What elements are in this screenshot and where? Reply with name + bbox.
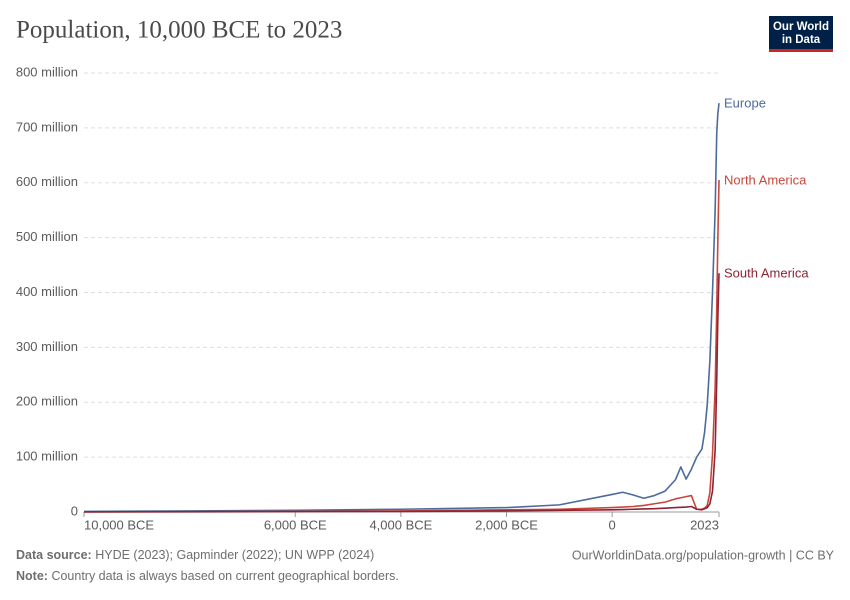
source-text: HYDE (2023); Gapminder (2022); UN WPP (2… bbox=[95, 548, 374, 562]
y-tick-label: 300 million bbox=[16, 339, 78, 354]
legend-label: South America bbox=[724, 266, 809, 281]
note-label: Note: bbox=[16, 569, 48, 583]
y-tick-label: 600 million bbox=[16, 174, 78, 189]
logo-strip bbox=[769, 49, 833, 52]
source-url[interactable]: OurWorldinData.org/population-growth | C… bbox=[572, 548, 835, 562]
x-tick-label: 0 bbox=[609, 517, 616, 532]
source: Data source: HYDE (2023); Gapminder (202… bbox=[16, 548, 374, 562]
x-tick-label: 10,000 BCE bbox=[84, 517, 154, 532]
y-tick-label: 0 bbox=[71, 503, 78, 518]
x-tick-label: 6,000 BCE bbox=[264, 517, 327, 532]
y-tick-label: 800 million bbox=[16, 64, 78, 79]
logo-box bbox=[769, 16, 833, 49]
note-text: Country data is always based on current … bbox=[51, 569, 398, 583]
x-tick-label: 2023 bbox=[690, 517, 719, 532]
y-tick-label: 400 million bbox=[16, 284, 78, 299]
series-line bbox=[83, 103, 720, 513]
x-tick-label: 4,000 BCE bbox=[369, 517, 432, 532]
y-tick-label: 100 million bbox=[16, 449, 78, 464]
x-tick-label: 2,000 BCE bbox=[475, 517, 538, 532]
legend-label: North America bbox=[724, 172, 807, 187]
logo-text: Our World bbox=[773, 21, 829, 33]
legend-label: Europe bbox=[724, 96, 766, 111]
series-line bbox=[83, 273, 720, 513]
logo-text: in Data bbox=[782, 34, 821, 46]
y-tick-label: 700 million bbox=[16, 119, 78, 134]
y-tick-label: 200 million bbox=[16, 394, 78, 409]
source-label: Data source: bbox=[16, 548, 92, 562]
note: Note: Country data is always based on cu… bbox=[16, 569, 399, 583]
y-tick-label: 500 million bbox=[16, 229, 78, 244]
series-line bbox=[83, 179, 720, 513]
chart-title: Population, 10,000 BCE to 2023 bbox=[16, 17, 342, 44]
